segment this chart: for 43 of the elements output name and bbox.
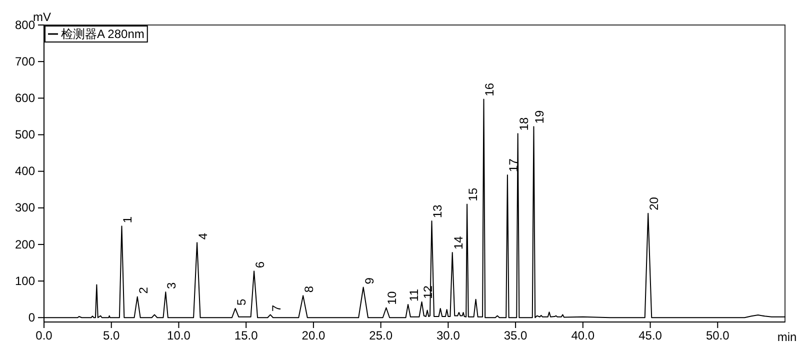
annotation: 15 [466, 188, 480, 202]
annotation: 14 [451, 236, 466, 250]
x-tick-label: 20.0 [302, 328, 326, 343]
y-tick-label: 600 [14, 90, 36, 105]
x-tick-label: 30.0 [436, 328, 460, 343]
y-tick-label: 800 [14, 18, 36, 32]
annotation: 16 [482, 82, 497, 96]
annotation: 18 [516, 116, 531, 131]
annotation: 10 [385, 291, 400, 305]
y-axis-title: mV [33, 10, 51, 24]
y-tick-label: 0 [28, 310, 36, 324]
annotation: 20 [647, 196, 662, 210]
y-tick-label: 700 [14, 54, 36, 68]
annotation: 5 [234, 298, 248, 306]
x-tick-label: 10.0 [167, 328, 191, 343]
x-tick-label: 50.0 [706, 328, 730, 343]
x-tick-label: 40.0 [571, 328, 595, 343]
annotation: 8 [302, 286, 316, 293]
annotation: 13 [430, 204, 445, 218]
x-tick-label: 45.0 [638, 328, 662, 343]
annotation: 11 [407, 288, 422, 302]
y-tick-label: 300 [14, 200, 36, 215]
annotation: 7 [269, 304, 284, 312]
x-tick-label: 0.0 [36, 328, 53, 343]
x-axis-title: min [777, 330, 797, 344]
annotation: 19 [532, 110, 547, 124]
y-tick-label: 400 [14, 164, 36, 178]
legend-label: 检测器A 280nm [61, 27, 144, 41]
annotation: 3 [164, 282, 179, 290]
annotation: 12 [420, 285, 435, 299]
annotation: 2 [136, 286, 150, 294]
x-tick-label: 35.0 [504, 328, 528, 343]
y-tick-label: 100 [14, 274, 36, 288]
y-tick-label: 200 [14, 237, 36, 252]
annotation: 6 [253, 261, 268, 268]
annotation: 1 [120, 216, 135, 224]
annotation: 9 [362, 277, 376, 284]
annotation: 4 [196, 232, 210, 240]
y-tick-label: 500 [14, 128, 36, 142]
annotation: 17 [506, 158, 520, 172]
x-tick-label: 5.0 [103, 328, 120, 343]
x-tick-label: 25.0 [369, 328, 393, 343]
x-tick-label: 15.0 [234, 328, 258, 343]
